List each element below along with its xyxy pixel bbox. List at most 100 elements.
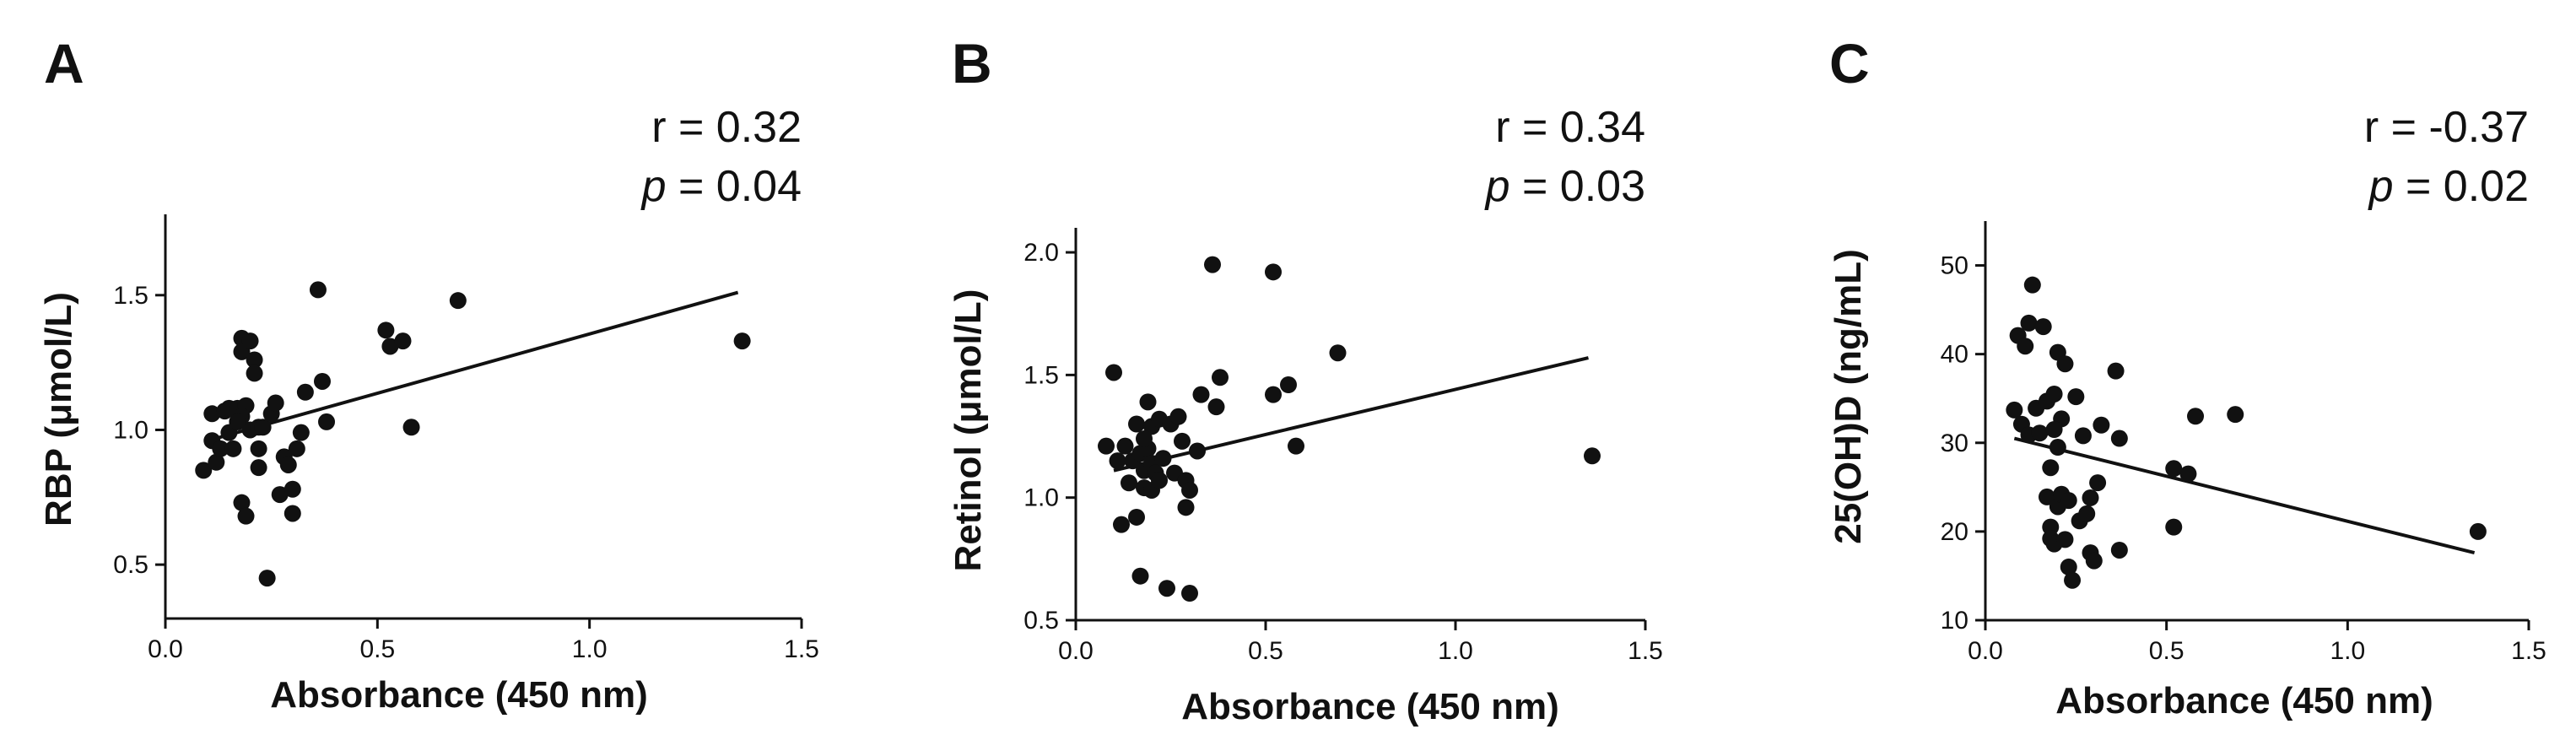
panel-b-data-point xyxy=(1189,442,1206,460)
panel-c-data-point xyxy=(2049,439,2066,457)
panel-b-data-point xyxy=(1151,472,1168,489)
panel-c-p-symbol: p xyxy=(2368,162,2394,211)
panel-a-data-point xyxy=(284,505,301,522)
panel-a-data-point xyxy=(733,332,751,350)
panel-a-x-tick-label: 0.0 xyxy=(148,635,183,663)
panel-c-y-tick-label: 30 xyxy=(1941,430,1968,457)
panel-c-p-value: p = 0.02 xyxy=(2368,162,2529,211)
panel-a-x-tick-label: 1.5 xyxy=(784,635,819,663)
panel-c-data-point xyxy=(2060,492,2077,510)
panel-a-data-point xyxy=(250,459,267,477)
panel-c-data-point xyxy=(2017,338,2034,355)
panel-b-data-point xyxy=(1207,398,1225,416)
panel-b-data-point xyxy=(1116,437,1134,455)
panel-b-data-point xyxy=(1265,386,1282,403)
panel-b-y-tick-label: 2.0 xyxy=(1023,239,1059,267)
panel-a-data-point xyxy=(233,494,251,511)
panel-b-points xyxy=(1098,256,1601,602)
panel-a-x-axis-title: Absorbance (450 nm) xyxy=(270,674,647,716)
panel-a-letter: A xyxy=(44,32,84,95)
panel-c-letter: C xyxy=(1829,32,1870,95)
panel-a-data-point xyxy=(246,351,263,369)
panel-c-data-point xyxy=(2089,474,2107,492)
panel-c-data-point xyxy=(2067,388,2085,406)
panel-b-r-value: r = 0.34 xyxy=(1495,103,1645,152)
panel-a-data-point xyxy=(250,440,267,457)
panel-c-data-point xyxy=(2034,318,2052,336)
panel-b-x-tick-label: 0.5 xyxy=(1248,637,1283,665)
panel-c-data-point xyxy=(2110,541,2128,559)
panel-a-fit-line xyxy=(207,290,739,443)
panel-a-data-point xyxy=(279,456,297,473)
panel-a-data-point xyxy=(246,365,263,382)
panel-b-data-point xyxy=(1192,386,1210,403)
panel-c-data-point xyxy=(2045,385,2063,403)
panel-c-x-tick-label: 1.0 xyxy=(2330,637,2365,665)
panel-b-y-tick-label: 1.5 xyxy=(1023,361,1059,389)
panel-b-x-tick-label: 1.0 xyxy=(1438,637,1473,665)
panel-a-data-point xyxy=(402,419,420,436)
panel-b-data-point xyxy=(1177,499,1195,516)
panel-a-x-tick-label: 0.5 xyxy=(359,635,395,663)
panel-b-data-point xyxy=(1181,481,1198,499)
panel-c-data-point xyxy=(2074,427,2092,445)
panel-b-data-point xyxy=(1181,585,1198,602)
panel-a-data-point xyxy=(377,321,395,339)
panel-a-data-point xyxy=(449,292,467,310)
panel-b-p-value: p = 0.03 xyxy=(1484,162,1645,211)
panel-b-data-point xyxy=(1265,263,1282,281)
panel-c-data-point xyxy=(2469,522,2487,540)
panel-b-data-point xyxy=(1174,432,1191,450)
panel-a-data-point xyxy=(254,419,272,436)
panel-c-data-point xyxy=(2085,552,2103,570)
panel-c-data-point xyxy=(2031,424,2049,442)
panel-c-y-tick-label: 40 xyxy=(1941,341,1968,369)
panel-a-y-tick-label: 1.0 xyxy=(113,416,149,444)
panel-a-data-point xyxy=(237,507,255,525)
panel-b-data-point xyxy=(1584,447,1601,465)
panel-b-p-number: = 0.03 xyxy=(1510,162,1645,211)
panel-c-data-point xyxy=(2093,416,2110,434)
panel-c-data-point xyxy=(2179,465,2197,483)
panel-c-x-axis-title: Absorbance (450 nm) xyxy=(2055,680,2433,721)
panel-c-data-point xyxy=(2038,488,2055,505)
panel-a-data-point xyxy=(258,570,276,587)
panel-b-data-point xyxy=(1136,430,1153,447)
panel-b-data-point xyxy=(1121,474,1137,492)
panel-c-fit-group xyxy=(2013,436,2476,555)
panel-b-data-point xyxy=(1128,415,1145,433)
panel-c-data-point xyxy=(2056,355,2074,373)
panel-a-r-value: r = 0.32 xyxy=(651,103,802,152)
panel-b-data-point xyxy=(1169,408,1187,425)
panel-c-data-point xyxy=(2187,408,2205,425)
panel-c-x-tick-label: 1.5 xyxy=(2511,637,2546,665)
panel-a-y-tick-label: 0.5 xyxy=(113,551,149,579)
panel-c-data-point xyxy=(2042,518,2060,536)
panel-b-y-tick-label: 1.0 xyxy=(1023,484,1059,512)
panel-c-axes: 0.0 0.5 1.0 1.5 10 20 30 40 50 xyxy=(1941,221,2546,665)
panel-c-data-point xyxy=(2023,276,2041,294)
panel-a-y-axis-title: RBP (μmol/L) xyxy=(38,292,79,527)
panel-c-y-tick-label: 10 xyxy=(1941,607,1968,635)
panel-b-data-point xyxy=(1280,376,1297,393)
panel-a-data-point xyxy=(394,332,412,350)
panel-c-x-tick-label: 0.0 xyxy=(1968,637,2003,665)
panel-a-fit-group xyxy=(207,290,739,443)
panel-b: B r = 0.34 p = 0.03 Absorbance (450 nm) … xyxy=(948,32,1663,727)
panel-a-p-symbol: p xyxy=(640,162,667,211)
panel-a-data-point xyxy=(318,413,336,430)
panel-b-data-point xyxy=(1113,516,1130,533)
panel-b-p-symbol: p xyxy=(1484,162,1510,211)
panel-c-data-point xyxy=(2020,314,2038,332)
panel-c-r-value: r = -0.37 xyxy=(2364,103,2529,152)
panel-b-axes: 0.0 0.5 1.0 1.50.51.01.52.0 xyxy=(1023,228,1663,665)
panel-a-data-point xyxy=(241,332,259,350)
panel-c-y-tick-label: 50 xyxy=(1941,252,1968,280)
panel-c-y-axis-title: 25(OH)D (ng/mL) xyxy=(1828,249,1869,544)
panel-b-x-tick-label: 1.5 xyxy=(1628,637,1663,665)
panel-c-y-tick-label: 20 xyxy=(1941,518,1968,546)
panel-a-p-value: p = 0.04 xyxy=(640,162,802,211)
panel-c-data-point xyxy=(2082,489,2099,506)
panel-c-data-point xyxy=(2227,406,2244,424)
panel-a-x-tick-label: 1.0 xyxy=(572,635,608,663)
